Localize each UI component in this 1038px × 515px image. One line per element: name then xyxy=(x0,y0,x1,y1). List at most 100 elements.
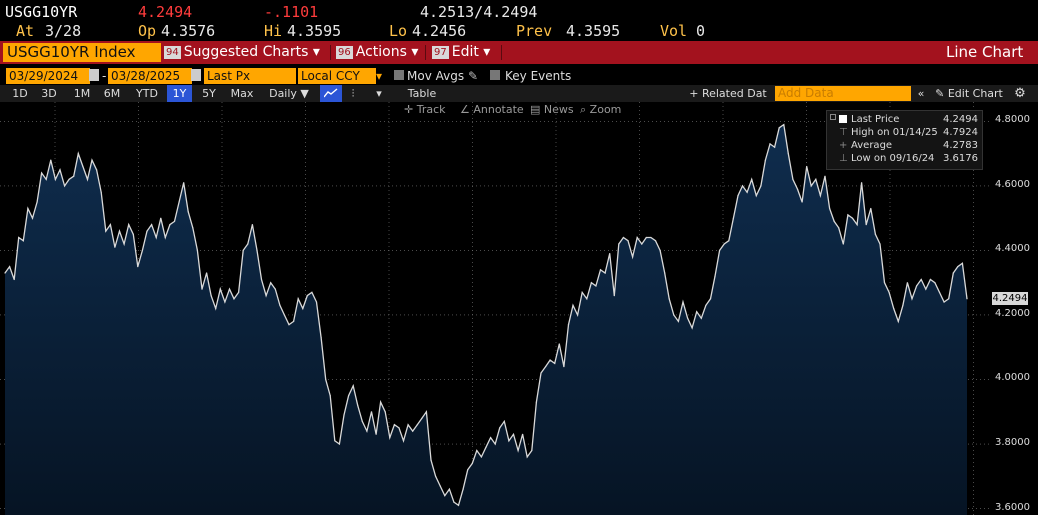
data-point xyxy=(160,217,162,219)
gear-icon[interactable]: ⚙ xyxy=(1014,86,1026,101)
period-6m[interactable]: 6M xyxy=(103,87,121,100)
data-point xyxy=(819,195,822,197)
data-point xyxy=(27,207,29,210)
data-point xyxy=(641,243,643,245)
actions-number: 96 xyxy=(336,46,353,59)
news-tool[interactable]: ▤ News xyxy=(530,103,574,116)
data-point xyxy=(627,240,629,242)
data-point xyxy=(480,456,482,458)
data-point xyxy=(494,443,496,445)
data-point xyxy=(302,307,304,310)
bid-ask: 4.2513/4.2494 xyxy=(420,3,538,21)
data-point xyxy=(554,362,556,364)
data-point xyxy=(77,153,79,155)
data-point xyxy=(709,298,712,300)
zoom-label: Zoom xyxy=(589,103,622,116)
add-data-input[interactable]: Add Data xyxy=(775,86,911,101)
legend-handle[interactable] xyxy=(830,114,836,120)
data-point xyxy=(934,282,936,284)
collapse-icon[interactable]: « xyxy=(917,87,925,100)
period-5y[interactable]: 5Y xyxy=(202,87,216,100)
data-point xyxy=(22,240,24,242)
period-1y[interactable]: 1Y xyxy=(167,85,192,102)
line-chart[interactable] xyxy=(0,102,1038,515)
end-date-field[interactable]: 03/28/2025 xyxy=(108,68,192,84)
data-point xyxy=(201,288,203,290)
data-point xyxy=(352,385,354,387)
data-point xyxy=(764,159,767,161)
chevron-down-icon[interactable]: ▾ xyxy=(376,69,383,83)
key-events-checkbox[interactable] xyxy=(490,70,500,80)
data-point xyxy=(512,433,515,435)
data-point xyxy=(604,272,606,274)
data-point xyxy=(329,395,331,397)
period-ytd[interactable]: YTD xyxy=(136,87,158,100)
security-field[interactable]: USGG10YR Index xyxy=(3,43,161,62)
data-point xyxy=(783,124,785,126)
pencil-icon[interactable]: ✎ xyxy=(468,69,479,83)
data-point xyxy=(792,178,794,180)
data-point xyxy=(41,172,43,174)
data-point xyxy=(320,336,322,339)
data-point xyxy=(430,459,432,461)
period-1m[interactable]: 1M xyxy=(73,87,91,100)
data-point xyxy=(366,430,368,432)
data-point xyxy=(260,278,263,281)
edit-chart-button[interactable]: ✎ Edit Chart xyxy=(935,87,1003,100)
edit-menu[interactable]: 97 Edit ▾ xyxy=(432,41,490,64)
data-point xyxy=(210,295,212,297)
suggested-charts-menu[interactable]: 94 Suggested Charts ▾ xyxy=(164,41,320,64)
data-point xyxy=(425,411,427,413)
data-point xyxy=(815,178,817,180)
calendar-icon[interactable] xyxy=(191,69,201,81)
start-date-field[interactable]: 03/29/2024 xyxy=(6,68,90,84)
vol-label: Vol xyxy=(660,22,688,40)
data-point xyxy=(100,191,102,193)
related-data-button[interactable]: + Related Dat xyxy=(689,87,767,100)
data-point xyxy=(938,291,941,293)
track-tool[interactable]: ✛ Track xyxy=(404,103,446,116)
price-field-select[interactable]: Last Px xyxy=(204,68,296,84)
candlestick-icon[interactable]: ⫶ xyxy=(351,87,355,100)
ticker-label: USGG10YR xyxy=(5,3,78,21)
table-button[interactable]: Table xyxy=(407,87,437,100)
data-point xyxy=(567,324,570,326)
data-point xyxy=(659,249,661,251)
open-value: 4.3576 xyxy=(161,22,216,40)
period-1d[interactable]: 1D xyxy=(12,87,28,100)
data-point xyxy=(325,378,327,381)
data-point xyxy=(632,256,634,258)
data-point xyxy=(503,420,505,422)
legend-last-value: 4.2494 xyxy=(943,114,978,125)
calendar-icon[interactable] xyxy=(89,69,99,81)
y-tick-label: 3.8000 xyxy=(995,437,1030,449)
data-point xyxy=(412,430,414,432)
line-chart-icon[interactable] xyxy=(320,85,342,102)
data-point xyxy=(723,243,725,245)
chevron-down-icon[interactable]: ▾ xyxy=(376,87,382,100)
mov-avgs-checkbox[interactable] xyxy=(394,70,404,80)
data-point xyxy=(645,236,647,239)
frequency-select[interactable]: Daily ▼ xyxy=(269,87,309,100)
data-point xyxy=(407,424,409,426)
data-point xyxy=(105,230,107,232)
data-point xyxy=(549,359,551,361)
data-point xyxy=(906,282,909,284)
period-max[interactable]: Max xyxy=(230,87,254,100)
data-point xyxy=(609,253,611,255)
mov-avgs-label: Mov Avgs xyxy=(407,69,465,83)
data-point xyxy=(279,304,281,306)
data-point xyxy=(59,169,61,171)
data-point xyxy=(315,301,318,303)
annotate-tool[interactable]: ∠ Annotate xyxy=(460,103,524,116)
price-points xyxy=(4,124,968,506)
data-point xyxy=(274,288,276,290)
data-point xyxy=(668,298,670,300)
currency-select[interactable]: Local CCY xyxy=(298,68,376,84)
data-point xyxy=(581,291,583,293)
zoom-tool[interactable]: ⌕ Zoom xyxy=(580,103,622,116)
data-point xyxy=(219,288,221,290)
actions-menu[interactable]: 96 Actions ▾ xyxy=(336,41,418,64)
data-point xyxy=(370,411,373,413)
period-3d[interactable]: 3D xyxy=(41,87,57,100)
